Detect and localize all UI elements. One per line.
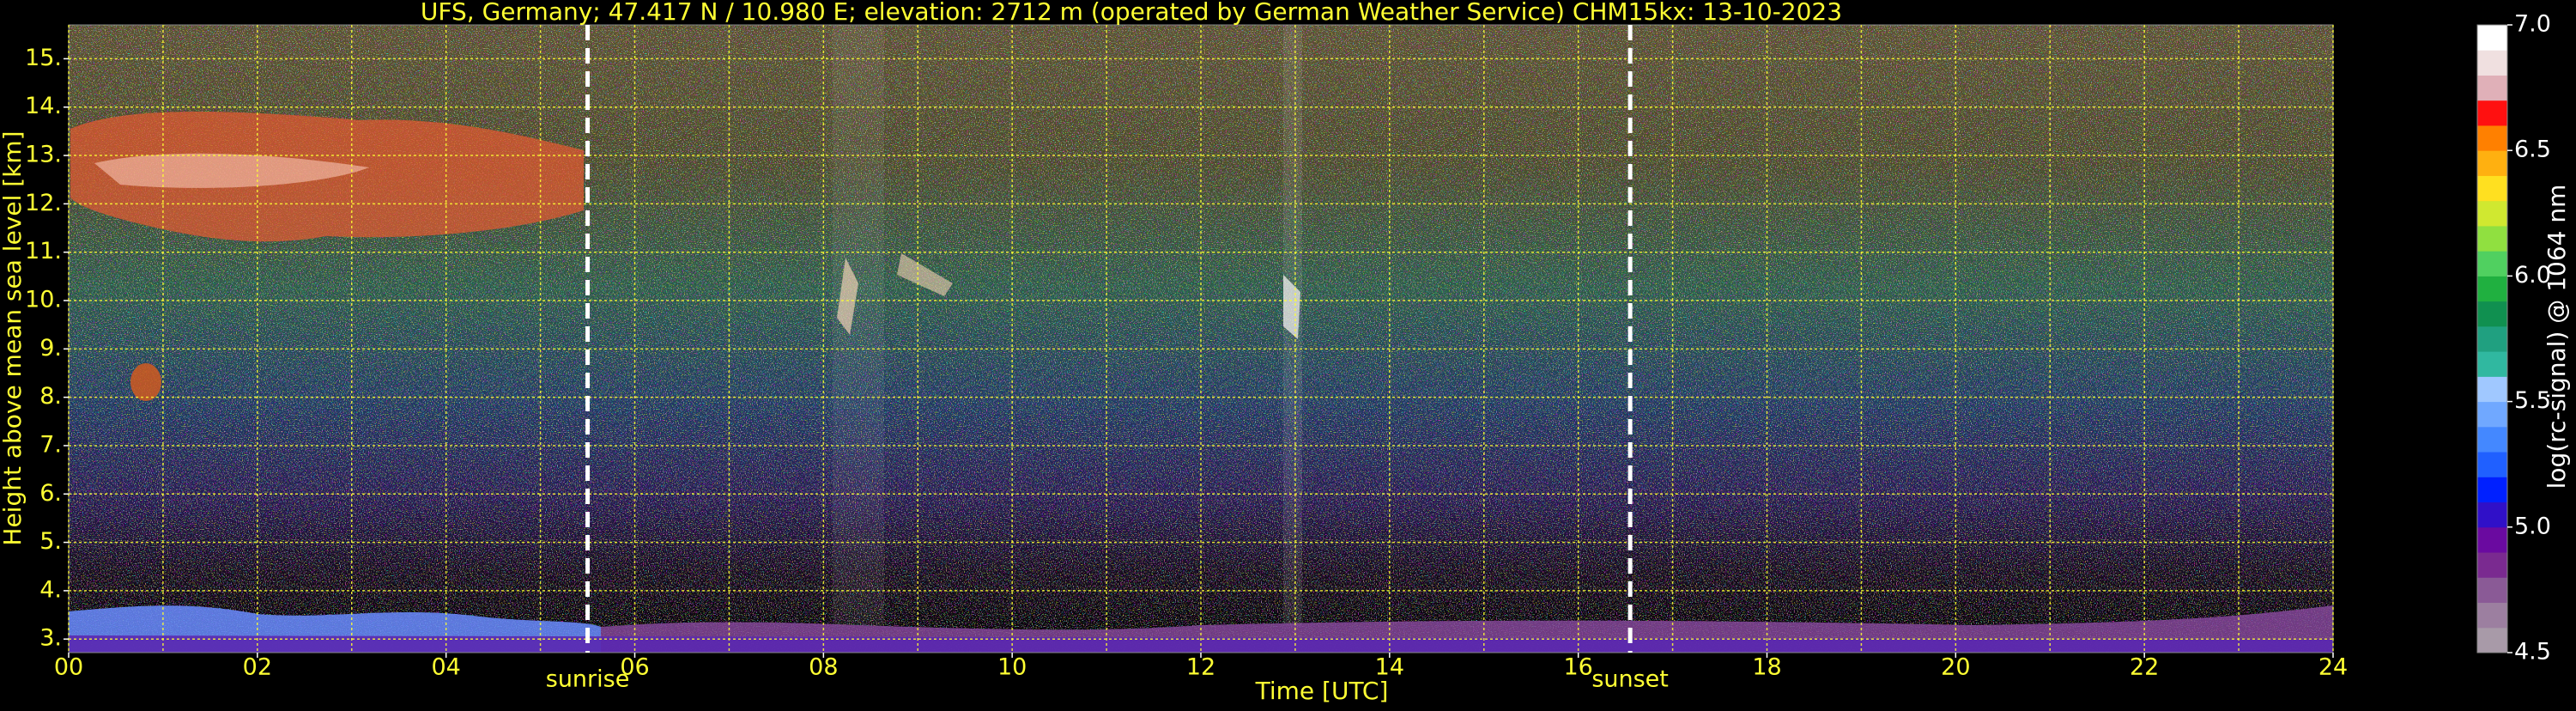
chart-title: UFS, Germany; 47.417 N / 10.980 E; eleva… [421,0,1842,26]
colorbar-frame [2476,24,2508,653]
y-tick-label: 6. [39,480,62,507]
colorbar-swatch [2477,150,2507,176]
y-tick-label: 11. [25,238,62,264]
colorbar-swatch [2477,526,2507,553]
colorbar-swatch [2477,301,2507,327]
x-tick-label: 20 [1941,654,1970,681]
cloud-patch [130,363,161,401]
x-tick-label: 04 [431,654,460,681]
y-tick-label: 4. [39,576,62,603]
cirrus-core [94,153,369,188]
colorbar-swatch [2477,225,2507,252]
colorbar-swatch [2477,577,2507,604]
y-tick-label: 3. [39,625,62,652]
grid [68,25,2334,653]
virga-column [833,25,884,626]
y-tick-label: 12. [25,190,62,216]
cloud-streak [837,258,858,335]
annotation-label: sunset [1591,666,1669,693]
colorbar-swatch [2477,276,2507,302]
colorbar-tick-label: 7.0 [2514,11,2551,38]
colorbar-swatch [2477,75,2507,101]
colorbar-swatch [2477,100,2507,126]
y-tick-label: 15. [25,45,62,71]
colorbar-swatch [2477,376,2507,403]
cloud-streak [1283,275,1300,339]
x-tick-label: 24 [2318,654,2348,681]
x-tick-label: 10 [997,654,1027,681]
colorbar-swatch [2477,125,2507,151]
colorbar-tick-label: 5.5 [2514,387,2551,414]
x-tick-label: 00 [54,654,83,681]
annotations: sunrise sunset [546,25,1669,693]
colorbar-swatch [2477,602,2507,629]
colorbar-swatch [2477,175,2507,202]
colorbar-tick-label: 4.5 [2514,639,2551,665]
colorbar-tick-label: 6.0 [2514,262,2551,289]
colorbar-swatch [2477,627,2507,653]
y-tick-label: 9. [39,335,62,362]
colorbar-tick-label: 5.0 [2514,513,2551,539]
y-tick-label: 8. [39,383,62,410]
y-tick-label: 10. [25,287,62,313]
y-tick-label: 13. [25,142,62,168]
y-axis-label: Height above mean sea level [km] [0,131,27,545]
y-tick-label: 14. [25,93,62,119]
colorbar-label: log(rc-signal) @ 1064 nm [2543,185,2571,489]
x-tick-label: 18 [1752,654,1781,681]
cloud-streak [897,253,953,296]
colorbar-tick-label: 6.5 [2514,137,2551,163]
colorbar-swatch [2477,552,2507,578]
colorbar-swatch [2477,452,2507,477]
x-tick-label: 06 [620,654,649,681]
y-tick-label: 5. [39,528,62,555]
colorbar-swatch [2477,200,2507,227]
colorbar-swatch [2477,351,2507,377]
virga-column [1283,25,1302,626]
colorbar-swatch [2477,426,2507,453]
x-tick-label: 16 [1563,654,1592,681]
annotation-label: sunrise [546,666,630,693]
colorbar-swatch [2477,477,2507,503]
x-tick-label: 22 [2130,654,2159,681]
colorbar-swatch [2477,325,2507,352]
colorbar-swatch [2477,501,2507,528]
x-tick-label: 08 [809,654,838,681]
colorbar-swatch [2477,401,2507,428]
y-tick-label: 7. [39,431,62,458]
x-axis-label: Time [UTC] [1255,677,1389,705]
colorbar-swatch [2477,251,2507,276]
x-tick-label: 12 [1186,654,1215,681]
colorbar-swatch [2477,25,2507,51]
x-tick-label: 14 [1375,654,1404,681]
x-tick-label: 02 [243,654,272,681]
colorbar-swatch [2477,50,2507,76]
